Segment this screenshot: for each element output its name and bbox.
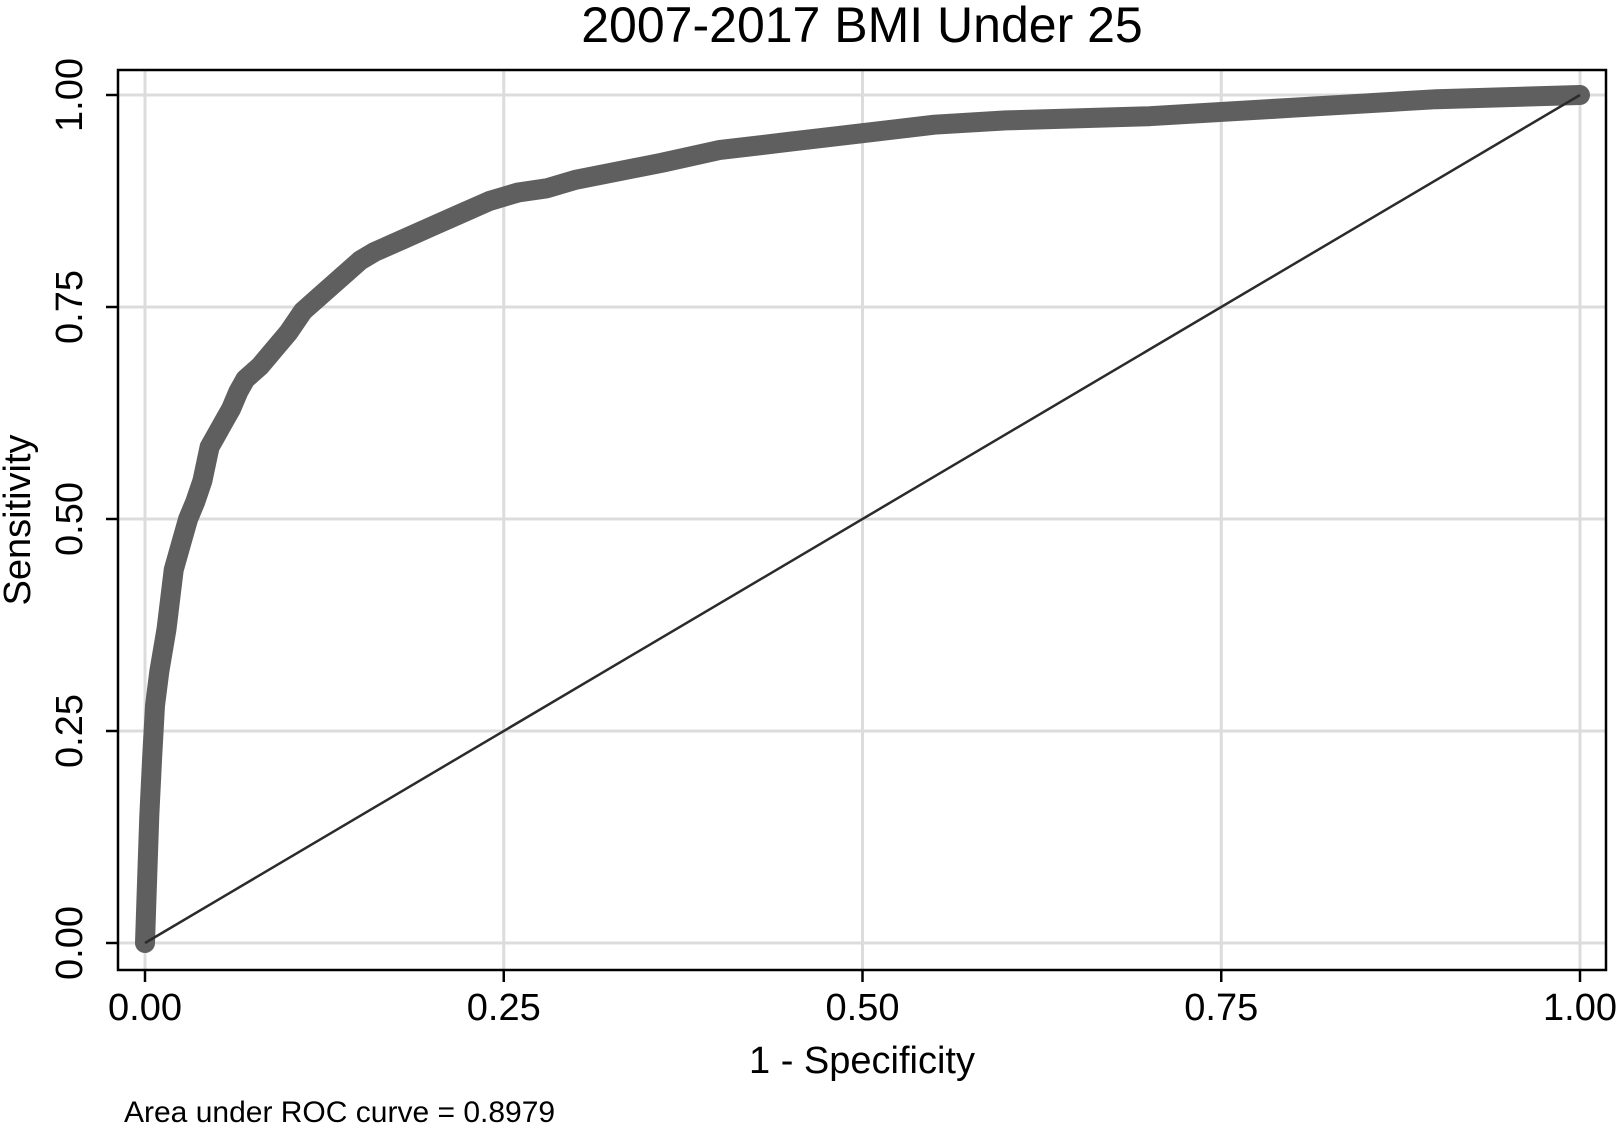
roc-curve [135,85,1590,953]
x-tick-label: 0.25 [467,987,541,1029]
y-tick-label: 1.00 [49,58,91,132]
auc-note: Area under ROC curve = 0.8979 [124,1096,555,1127]
y-tick-label: 0.00 [49,906,91,980]
chart-title: 2007-2017 BMI Under 25 [581,0,1142,53]
y-tick-label: 0.50 [49,482,91,556]
y-tick-label: 0.75 [49,270,91,344]
x-tick-label: 0.50 [826,987,900,1029]
x-tick-label: 0.75 [1184,987,1258,1029]
y-tick-label: 0.25 [49,694,91,768]
y-axis-label: Sensitivity [0,434,39,605]
x-tick-label: 0.00 [108,987,182,1029]
line-layer [135,85,1590,953]
reference-line [144,93,1581,945]
tick-layer: 0.00 0.25 0.50 0.75 1.00 0.00 0.25 0.50 0.75 1.00 [49,58,1617,1029]
x-tick-label: 1.00 [1543,987,1617,1029]
x-axis-label: 1 - Specificity [749,1040,975,1082]
